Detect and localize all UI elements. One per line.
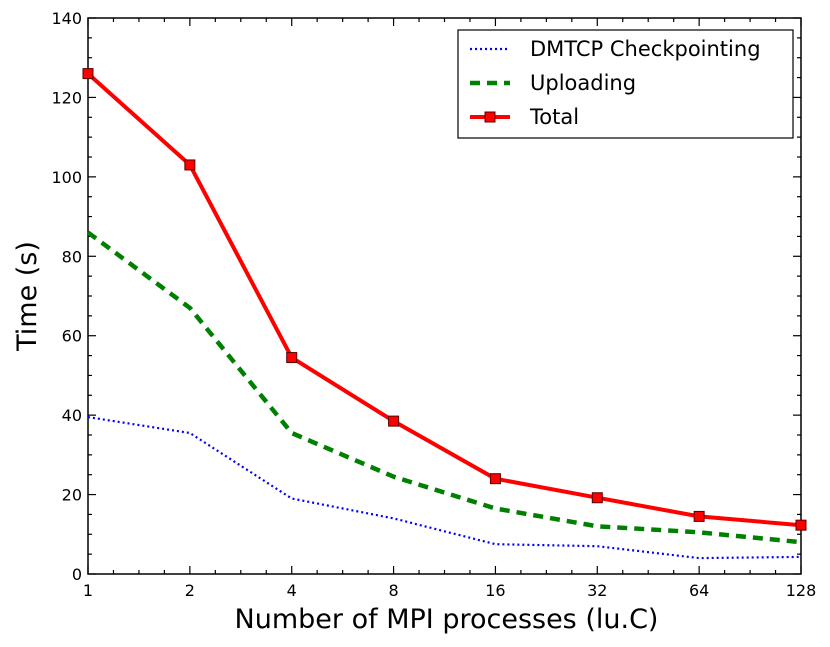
data-point-total bbox=[693, 510, 705, 522]
y-axis-title: Time (s) bbox=[12, 241, 43, 352]
x-tick-label: 4 bbox=[287, 581, 297, 600]
x-tick-label: 128 bbox=[786, 581, 817, 600]
data-point-total bbox=[184, 159, 196, 171]
legend: DMTCP Checkpointing Uploading Total bbox=[457, 29, 794, 139]
x-tick-label: 32 bbox=[587, 581, 607, 600]
legend-label: DMTCP Checkpointing bbox=[530, 37, 761, 61]
x-axis-title: Number of MPI processes (lu.C) bbox=[235, 604, 659, 635]
legend-label: Uploading bbox=[530, 71, 636, 95]
data-point-total bbox=[795, 519, 807, 531]
data-point-total bbox=[388, 415, 400, 427]
legend-marker bbox=[484, 111, 496, 123]
series-uploading bbox=[86, 230, 802, 545]
legend-item-total: Total bbox=[470, 105, 579, 129]
legend-item-uploading: Uploading bbox=[470, 71, 636, 95]
series-layer bbox=[82, 68, 807, 560]
series-line-dmtcp-checkpointing bbox=[87, 416, 802, 560]
x-tick-label: 16 bbox=[485, 581, 505, 600]
series-total bbox=[82, 68, 807, 531]
axes: 1 2 4 8 16 32 64 128 0 20 40 60 80 100 120 140 bbox=[51, 9, 816, 600]
x-tick-label: 2 bbox=[185, 581, 195, 600]
x-ticks: 1 2 4 8 16 32 64 128 bbox=[83, 18, 816, 600]
legend-label: Total bbox=[529, 105, 579, 129]
y-tick-label: 100 bbox=[51, 168, 82, 187]
y-tick-label: 140 bbox=[51, 9, 82, 28]
series-line-uploading bbox=[86, 230, 802, 545]
y-tick-label: 80 bbox=[62, 247, 82, 266]
x-tick-label: 8 bbox=[388, 581, 398, 600]
y-tick-label: 0 bbox=[72, 565, 82, 584]
y-tick-label: 40 bbox=[62, 406, 82, 425]
y-tick-label: 60 bbox=[62, 327, 82, 346]
y-ticks: 0 20 40 60 80 100 120 140 bbox=[51, 9, 801, 584]
series-dmtcp-checkpointing bbox=[87, 416, 802, 560]
x-tick-label: 64 bbox=[689, 581, 709, 600]
data-point-total bbox=[286, 352, 298, 364]
data-point-total bbox=[489, 473, 501, 485]
x-tick-label: 1 bbox=[83, 581, 93, 600]
legend-box bbox=[457, 29, 794, 139]
data-point-total bbox=[82, 68, 94, 80]
legend-items: DMTCP Checkpointing Uploading Total bbox=[470, 37, 761, 129]
data-point-total bbox=[591, 492, 603, 504]
series-line-total bbox=[86, 72, 802, 528]
legend-item-dmtcp-checkpointing: DMTCP Checkpointing bbox=[470, 37, 761, 61]
y-tick-label: 20 bbox=[62, 486, 82, 505]
y-tick-label: 120 bbox=[51, 88, 82, 107]
